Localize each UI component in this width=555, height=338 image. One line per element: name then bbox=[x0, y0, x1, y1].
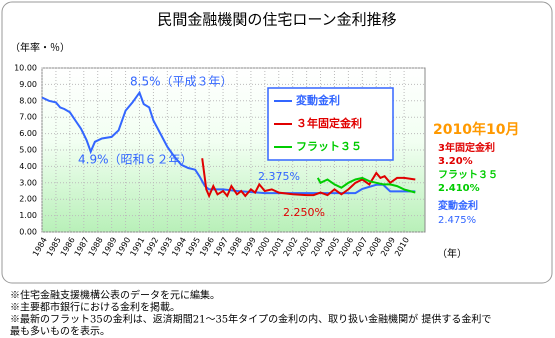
note: 最も多いものを表示。 bbox=[10, 325, 110, 338]
y-tick-label: 5.00 bbox=[19, 146, 37, 155]
annotation: 8.5%（平成３年） bbox=[130, 75, 233, 89]
series-line bbox=[41, 90, 416, 195]
x-axis-label: （年） bbox=[437, 247, 467, 260]
note: ※住宅金融支援機構公表のデータを元に編集。 bbox=[10, 289, 220, 302]
y-axis-label: （年率・％） bbox=[10, 41, 70, 54]
y-tick-label: 9.00 bbox=[19, 80, 37, 89]
annotation: 3年固定金利 bbox=[438, 141, 495, 154]
y-tick-label: 6.00 bbox=[19, 129, 37, 138]
annotation: 2.375% bbox=[258, 170, 300, 183]
annotation: 3.20% bbox=[438, 156, 473, 167]
y-tick-label: 8.00 bbox=[19, 96, 37, 105]
y-tick-label: 10.00 bbox=[14, 64, 37, 73]
y-tick-label: 2.00 bbox=[19, 195, 37, 204]
series-line bbox=[201, 158, 416, 199]
chart-title: 民間金融機関の住宅ローン金利推移 bbox=[157, 11, 396, 29]
annotation: フラット３５ bbox=[438, 169, 498, 181]
annotation: 2.475% bbox=[438, 215, 476, 226]
legend-label: ３年固定金利 bbox=[296, 116, 362, 130]
y-tick-label: 7.00 bbox=[19, 113, 37, 122]
annotation: 2.250% bbox=[283, 206, 325, 219]
y-tick-label: 4.00 bbox=[19, 162, 37, 171]
annotation: 2.410% bbox=[438, 183, 480, 194]
note: ※最新のフラット35の金利は、返済期間21～35年タイプの金利の内、取り扱い金融… bbox=[10, 313, 491, 326]
y-tick-label: 3.00 bbox=[19, 178, 37, 187]
annotation: 変動金利 bbox=[438, 199, 478, 212]
legend-label: フラット３５ bbox=[296, 140, 362, 153]
series-line bbox=[316, 176, 416, 194]
legend-label: 変動金利 bbox=[296, 93, 340, 107]
y-tick-label: 1.00 bbox=[19, 211, 37, 220]
annotation: 2010年10月 bbox=[433, 121, 519, 138]
y-tick-label: 0.00 bbox=[19, 228, 37, 237]
note: ※主要都市銀行における金利を掲載。 bbox=[10, 301, 180, 314]
annotation: 4.9%（昭和６２年） bbox=[78, 153, 193, 167]
